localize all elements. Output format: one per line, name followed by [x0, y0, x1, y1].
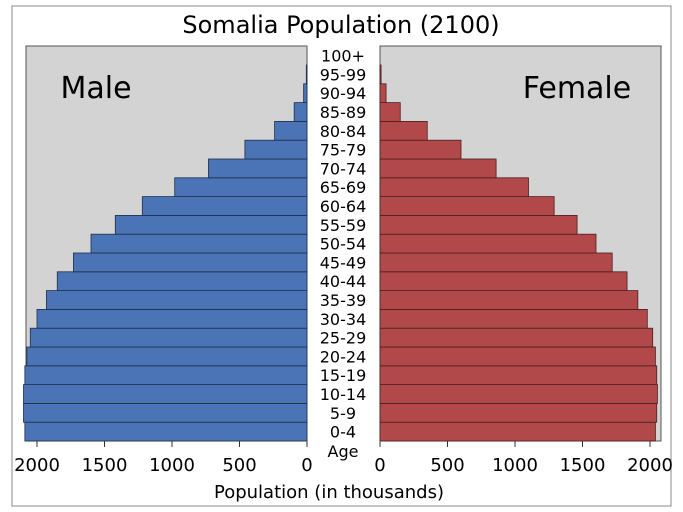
male-bar-10-14	[23, 384, 308, 404]
male-bar-90-94	[303, 83, 308, 104]
male-bar-0-4	[24, 421, 308, 442]
age-label-45-49: 45-49	[320, 253, 367, 272]
age-labels: 0-45-910-1415-1920-2425-2930-3435-3940-4…	[320, 47, 367, 442]
female-bar-10-14	[379, 384, 658, 404]
male-bar-60-64	[141, 196, 308, 216]
age-label-15-19: 15-19	[320, 366, 367, 385]
female-bar-70-74	[379, 158, 497, 179]
male-bar-95-99	[305, 64, 308, 85]
male-bars	[23, 64, 308, 442]
male-bar-30-34	[36, 308, 308, 329]
male-bar-85-89	[293, 102, 308, 122]
male-bar-45-49	[73, 252, 308, 273]
female-bar-5-9	[379, 402, 658, 423]
female-bar-15-19	[379, 365, 658, 385]
female-bar-85-89	[379, 102, 401, 122]
age-label-30-34: 30-34	[320, 310, 367, 329]
age-label-10-14: 10-14	[320, 385, 367, 404]
age-label-35-39: 35-39	[320, 291, 367, 310]
age-label-40-44: 40-44	[320, 272, 367, 291]
female-bar-55-59	[379, 214, 578, 235]
age-label-0-4: 0-4	[330, 423, 356, 442]
female-bar-30-34	[379, 308, 648, 329]
male-bar-25-29	[29, 327, 308, 348]
male-bar-80-84	[274, 121, 308, 141]
age-label-100+: 100+	[321, 47, 365, 66]
female-tick-label: 500	[430, 455, 464, 476]
female-bar-75-79	[379, 139, 462, 160]
female-tick-label: 0	[374, 455, 385, 476]
male-bar-65-69	[174, 177, 308, 198]
age-label-75-79: 75-79	[320, 141, 367, 160]
female-tick-label: 2000	[627, 455, 673, 476]
male-bar-35-39	[46, 290, 308, 310]
male-tick-label: 500	[222, 455, 256, 476]
female-bar-65-69	[379, 177, 529, 198]
female-bar-95-99	[379, 64, 382, 85]
age-label-55-59: 55-59	[320, 216, 367, 235]
female-label: Female	[523, 71, 631, 106]
female-bar-60-64	[379, 196, 555, 216]
chart-title: Somalia Population (2100)	[182, 11, 499, 39]
male-x-axis: 2000 1500 1000 500 0	[14, 441, 313, 476]
age-label-80-84: 80-84	[320, 122, 367, 141]
male-tick-label: 1000	[149, 455, 195, 476]
male-bar-15-19	[24, 365, 308, 385]
male-bar-75-79	[244, 139, 308, 160]
female-bars	[379, 64, 658, 442]
male-bar-55-59	[114, 214, 308, 235]
age-axis-label: Age	[328, 442, 359, 461]
female-bar-0-4	[379, 421, 656, 442]
age-label-25-29: 25-29	[320, 329, 367, 348]
male-bar-5-9	[23, 402, 308, 423]
age-label-65-69: 65-69	[320, 178, 367, 197]
female-bar-40-44	[379, 271, 628, 291]
female-bar-35-39	[379, 290, 639, 310]
age-label-20-24: 20-24	[320, 347, 367, 366]
female-bar-25-29	[379, 327, 654, 348]
age-label-50-54: 50-54	[320, 235, 367, 254]
female-tick-label: 1000	[492, 455, 538, 476]
age-label-90-94: 90-94	[320, 84, 367, 103]
female-tick-label: 1500	[560, 455, 606, 476]
age-label-85-89: 85-89	[320, 103, 367, 122]
female-bar-20-24	[379, 346, 656, 367]
age-label-95-99: 95-99	[320, 65, 367, 84]
female-bar-90-94	[379, 83, 387, 104]
male-bar-20-24	[26, 346, 308, 367]
male-bar-50-54	[90, 233, 308, 254]
male-tick-label: 2000	[14, 455, 60, 476]
x-axis-label: Population (in thousands)	[214, 482, 444, 503]
male-bar-40-44	[56, 271, 308, 291]
age-label-5-9: 5-9	[330, 404, 356, 423]
male-tick-label: 1500	[82, 455, 128, 476]
female-bar-80-84	[379, 121, 428, 141]
male-label: Male	[60, 71, 131, 106]
age-label-70-74: 70-74	[320, 159, 367, 178]
female-bar-45-49	[379, 252, 613, 273]
male-tick-label: 0	[301, 455, 312, 476]
female-bar-50-54	[379, 233, 597, 254]
female-x-axis: 0 500 1000 1500 2000	[374, 441, 673, 476]
male-bar-70-74	[208, 158, 308, 179]
age-label-60-64: 60-64	[320, 197, 367, 216]
